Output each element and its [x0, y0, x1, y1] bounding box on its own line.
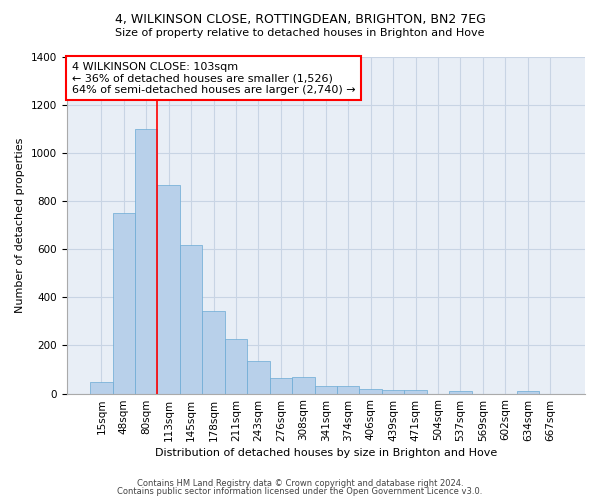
Bar — [113, 213, 135, 394]
Bar — [269, 378, 292, 394]
Bar — [517, 391, 539, 394]
Text: Size of property relative to detached houses in Brighton and Hove: Size of property relative to detached ho… — [115, 28, 485, 38]
X-axis label: Distribution of detached houses by size in Brighton and Hove: Distribution of detached houses by size … — [155, 448, 497, 458]
Bar — [225, 340, 247, 394]
Text: 4 WILKINSON CLOSE: 103sqm
← 36% of detached houses are smaller (1,526)
64% of se: 4 WILKINSON CLOSE: 103sqm ← 36% of detac… — [72, 62, 355, 95]
Bar — [449, 391, 472, 394]
Bar — [202, 310, 225, 394]
Bar — [359, 389, 382, 394]
Bar — [180, 246, 202, 394]
Bar — [382, 390, 404, 394]
Bar — [292, 376, 314, 394]
Bar — [314, 386, 337, 394]
Text: Contains public sector information licensed under the Open Government Licence v3: Contains public sector information licen… — [118, 487, 482, 496]
Bar — [157, 186, 180, 394]
Bar — [247, 361, 269, 394]
Bar — [90, 382, 113, 394]
Bar — [337, 386, 359, 394]
Text: 4, WILKINSON CLOSE, ROTTINGDEAN, BRIGHTON, BN2 7EG: 4, WILKINSON CLOSE, ROTTINGDEAN, BRIGHTO… — [115, 12, 485, 26]
Bar — [404, 390, 427, 394]
Bar — [135, 128, 157, 394]
Text: Contains HM Land Registry data © Crown copyright and database right 2024.: Contains HM Land Registry data © Crown c… — [137, 478, 463, 488]
Y-axis label: Number of detached properties: Number of detached properties — [15, 138, 25, 312]
